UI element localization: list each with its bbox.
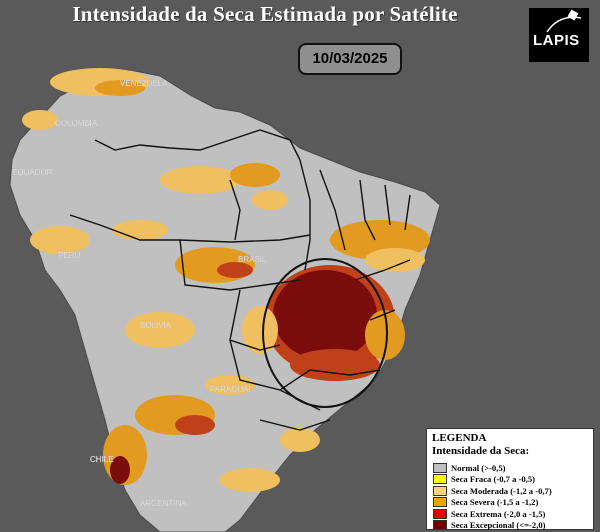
country-label: VENEZUELA — [120, 79, 168, 88]
legend-item: Seca Severa (-1,5 a -1,2) — [433, 497, 552, 509]
legend-swatch — [433, 497, 447, 508]
country-label: CHILE — [90, 455, 114, 464]
legend-swatch — [433, 474, 447, 485]
south-america-landmass — [9, 69, 441, 532]
state-boundaries — [69, 129, 411, 431]
country-labels: VENEZUELA COLOMBIA EQUADOR PERU BRASIL B… — [12, 79, 267, 508]
legend-label: Seca Fraca (-0,7 a -0,5) — [451, 474, 535, 485]
legend-title: LEGENDA — [432, 432, 487, 444]
legend-label: Normal (>-0,5) — [451, 462, 506, 473]
country-label: PARAGUAI — [210, 385, 251, 394]
legend-label: Seca Excepcional (<=-2,0) — [451, 520, 546, 531]
legend-label: Seca Extrema (-2,0 a -1,5) — [451, 508, 546, 519]
legend-swatch — [433, 520, 447, 531]
country-label: PERU — [58, 251, 80, 260]
legend-item: Seca Fraca (-0,7 a -0,5) — [433, 474, 552, 486]
highlight-circle — [262, 258, 388, 408]
country-label: ARGENTINA — [140, 499, 187, 508]
satellite-icon — [546, 9, 582, 33]
legend-subtitle: Intensidade da Seca: — [432, 445, 530, 457]
legend-label: Seca Moderada (-1,2 a -0,7) — [451, 485, 552, 496]
date-badge: 10/03/2025 — [298, 43, 402, 75]
country-label: BOLIVIA — [140, 321, 172, 330]
legend-label: Seca Severa (-1,5 a -1,2) — [451, 497, 539, 508]
legend-item: Seca Extrema (-2,0 a -1,5) — [433, 508, 552, 520]
country-label: COLOMBIA — [55, 119, 98, 128]
page-title: Intensidade da Seca Estimada por Satélit… — [72, 2, 458, 26]
logo-text: LAPIS — [533, 32, 580, 49]
legend: LEGENDA Intensidade da Seca: Normal (>-0… — [426, 428, 594, 532]
legend-item: Seca Excepcional (<=-2,0) — [433, 520, 552, 532]
lapis-logo: LAPIS — [529, 8, 589, 62]
country-label: BRASIL — [238, 255, 267, 264]
country-label: EQUADOR — [12, 168, 53, 177]
legend-swatch — [433, 508, 447, 519]
legend-swatch — [433, 485, 447, 496]
legend-item: Seca Moderada (-1,2 a -0,7) — [433, 485, 552, 497]
legend-item: Normal (>-0,5) — [433, 462, 552, 474]
legend-swatch — [433, 462, 447, 473]
